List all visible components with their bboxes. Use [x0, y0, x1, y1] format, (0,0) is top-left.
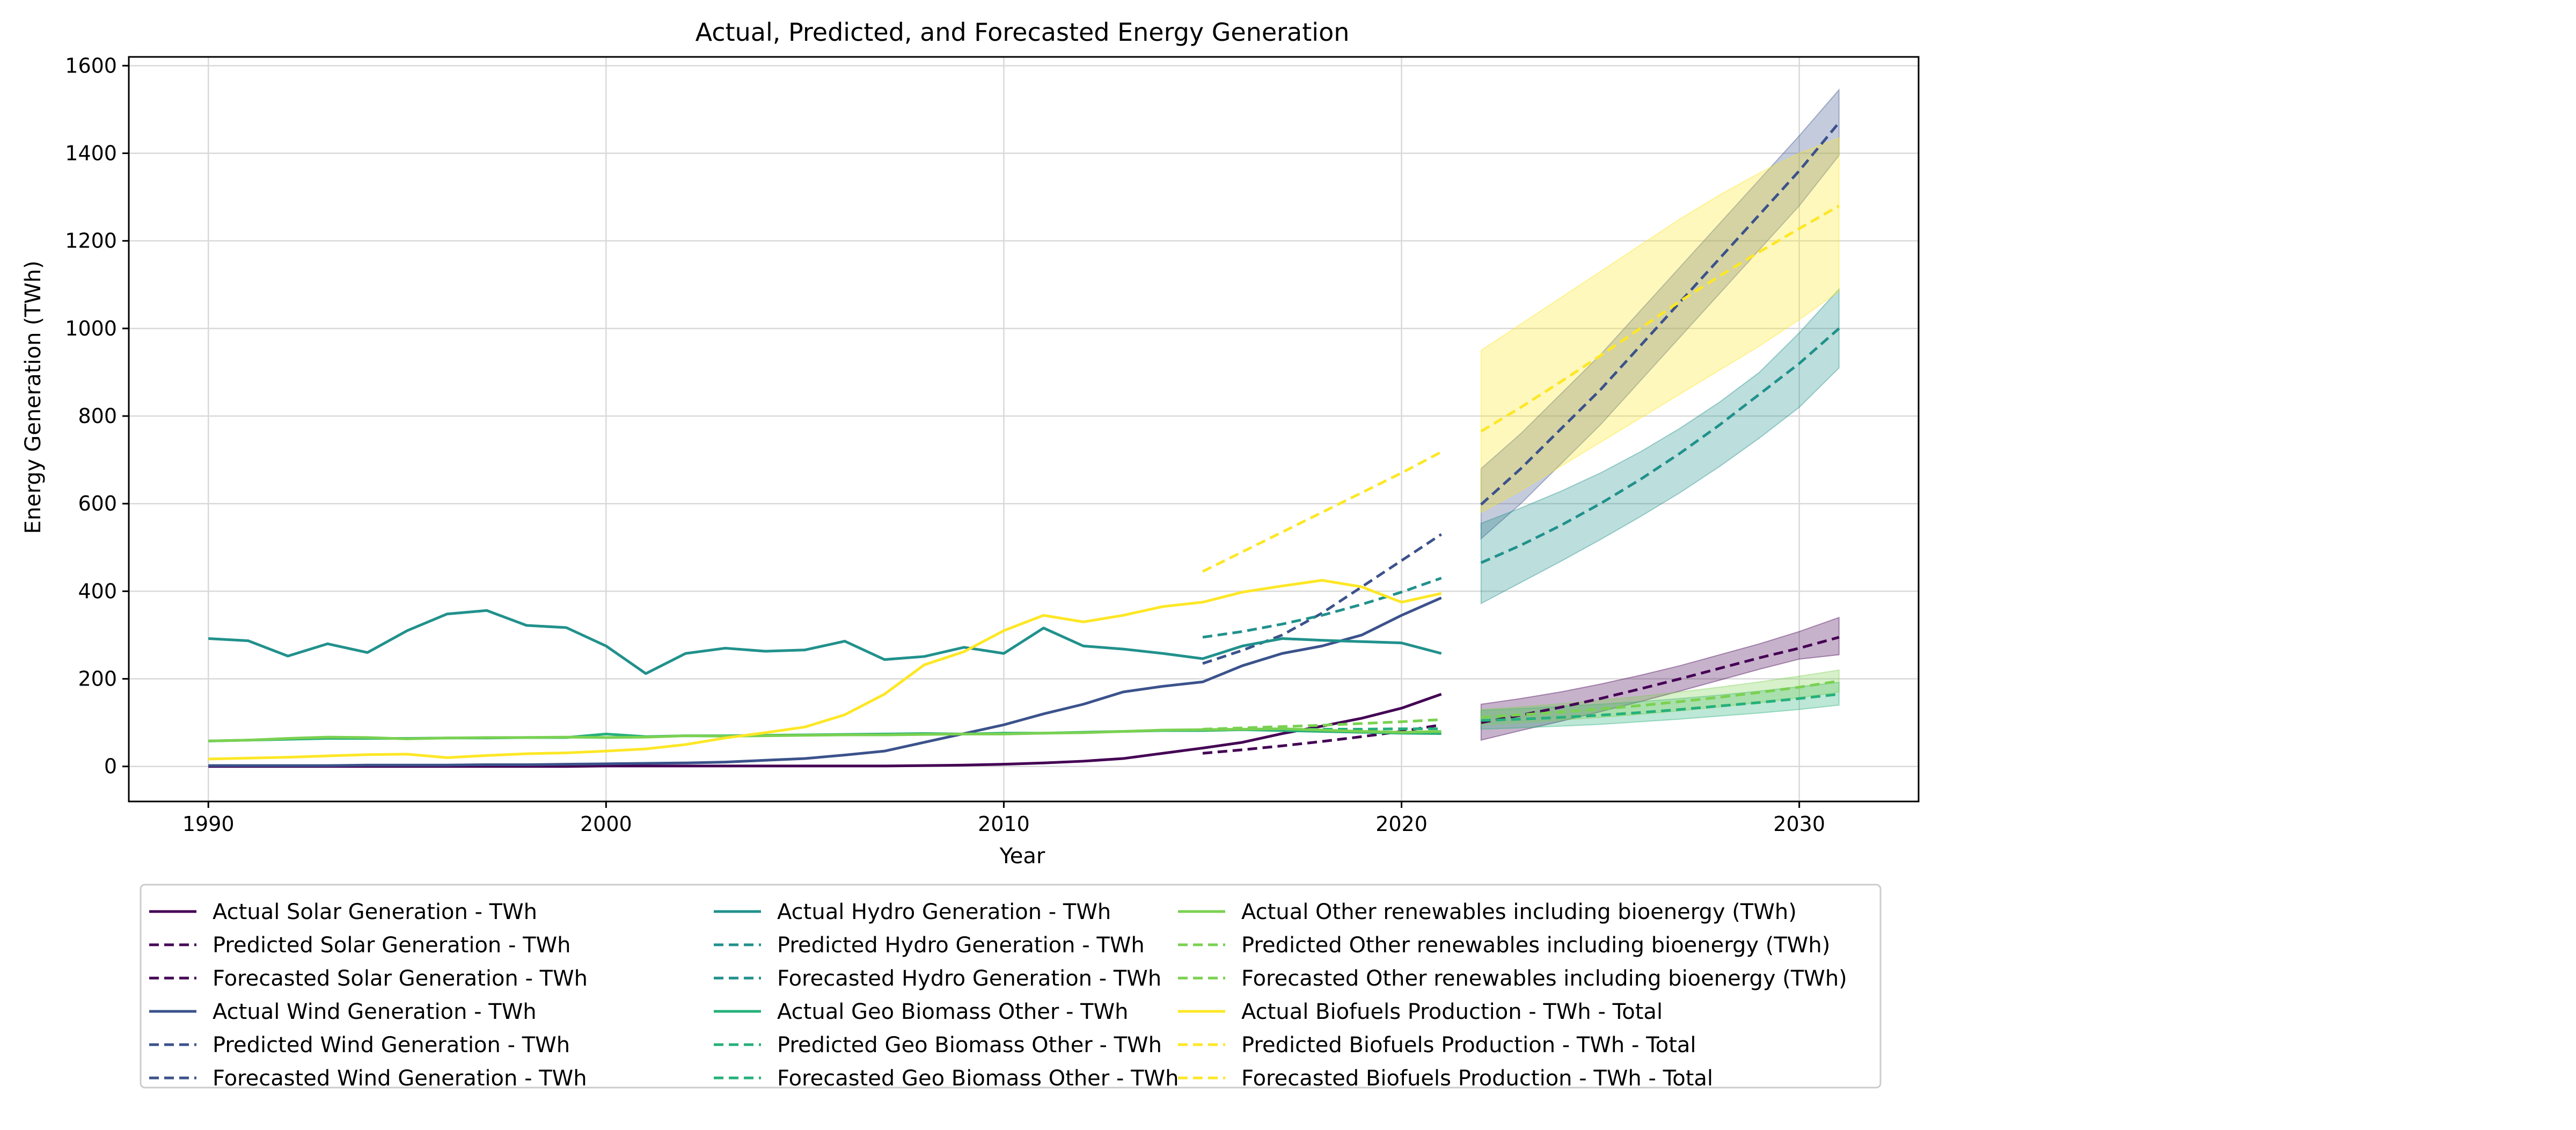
line-forecasted-wind-generation-twh [1480, 121, 1840, 506]
line-actual-hydro-generation-twh [208, 609, 1442, 675]
legend-label-predicted-hydro-generation-twh: Predicted Hydro Generation - TWh [777, 933, 1145, 958]
line-actual-wind-generation-twh [208, 596, 1442, 767]
y-tick-label-800: 800 [78, 404, 117, 428]
y-tick-label-200: 200 [78, 667, 117, 691]
y-tick-label-1200: 1200 [65, 229, 117, 253]
legend-frame [140, 884, 1882, 1089]
y-tick-label-1000: 1000 [65, 317, 117, 340]
legend-items: Actual Solar Generation - TWh Predicted S… [149, 900, 1847, 1091]
legend-label-predicted-geo-biomass-other-twh: Predicted Geo Biomass Other - TWh [777, 1033, 1162, 1058]
legend-label-forecasted-biofuels-production-twh-total: Forecasted Biofuels Production - TWh - T… [1241, 1066, 1713, 1091]
tick-layer: 1990 2000 2010 2020 2030 0 200 400 600 800 1000 120… [65, 54, 1825, 836]
chart-title: Actual, Predicted, and Forecasted Energy… [696, 18, 1350, 47]
line-predicted-hydro-generation-twh [1202, 577, 1442, 639]
legend-label-predicted-wind-generation-twh: Predicted Wind Generation - TWh [213, 1033, 570, 1058]
y-tick-label-600: 600 [78, 492, 117, 515]
band-forecasted-geo-biomass-other-twh [1480, 681, 1840, 730]
band-forecasted-other-renewables-including-bioenergy-twh [1480, 669, 1840, 726]
line-forecasted-hydro-generation-twh [1480, 327, 1840, 564]
legend-label-actual-biofuels-production-twh-total: Actual Biofuels Production - TWh - Total [1241, 1000, 1663, 1024]
y-tick-label-1400: 1400 [65, 141, 117, 165]
legend-label-predicted-solar-generation-twh: Predicted Solar Generation - TWh [213, 933, 570, 958]
band-forecasted-hydro-generation-twh [1480, 287, 1840, 604]
legend-label-actual-hydro-generation-twh: Actual Hydro Generation - TWh [777, 900, 1111, 924]
grid-layer [129, 57, 1919, 801]
legend-label-forecasted-solar-generation-twh: Forecasted Solar Generation - TWh [213, 966, 588, 991]
x-tick-label-2020: 2020 [1375, 812, 1428, 836]
y-axis-label: Energy Generation (TWh) [21, 260, 46, 534]
legend-label-predicted-other-renewables-including-bioenergy-twh: Predicted Other renewables including bio… [1241, 933, 1830, 958]
legend-label-forecasted-geo-biomass-other-twh: Forecasted Geo Biomass Other - TWh [777, 1066, 1179, 1091]
y-tick-label-400: 400 [78, 579, 117, 603]
plot-frame [128, 56, 1920, 803]
series-line-layer [208, 121, 1840, 768]
x-axis-label: Year [999, 844, 1045, 869]
x-tick-label-2010: 2010 [978, 812, 1030, 836]
legend-label-forecasted-other-renewables-including-bioenergy-twh: Forecasted Other renewables including bi… [1241, 966, 1847, 991]
x-tick-label-2000: 2000 [580, 812, 632, 836]
legend: Actual Solar Generation - TWh Predicted S… [140, 884, 1882, 1091]
legend-label-forecasted-hydro-generation-twh: Forecasted Hydro Generation - TWh [777, 966, 1161, 991]
legend-label-actual-solar-generation-twh: Actual Solar Generation - TWh [213, 900, 537, 924]
y-tick-label-1600: 1600 [65, 54, 117, 77]
band-forecasted-solar-generation-twh [1480, 616, 1840, 741]
line-predicted-geo-biomass-other-twh [1203, 727, 1441, 731]
legend-label-actual-other-renewables-including-bioenergy-twh: Actual Other renewables including bioene… [1241, 900, 1797, 924]
x-tick-label-2030: 2030 [1773, 812, 1825, 836]
legend-label-predicted-biofuels-production-twh-total: Predicted Biofuels Production - TWh - To… [1241, 1033, 1696, 1058]
line-forecasted-biofuels-production-twh-total [1480, 205, 1840, 433]
line-predicted-other-renewables-including-bioenergy-twh [1202, 718, 1441, 731]
legend-label-actual-wind-generation-twh: Actual Wind Generation - TWh [213, 1000, 537, 1024]
line-actual-biofuels-production-twh-total [208, 579, 1442, 761]
x-tick-label-1990: 1990 [182, 812, 235, 836]
line-forecasted-solar-generation-twh [1481, 636, 1840, 724]
legend-label-actual-geo-biomass-other-twh: Actual Geo Biomass Other - TWh [777, 1000, 1129, 1024]
legend-label-forecasted-wind-generation-twh: Forecasted Wind Generation - TWh [213, 1066, 587, 1091]
y-tick-label-0: 0 [104, 755, 117, 778]
